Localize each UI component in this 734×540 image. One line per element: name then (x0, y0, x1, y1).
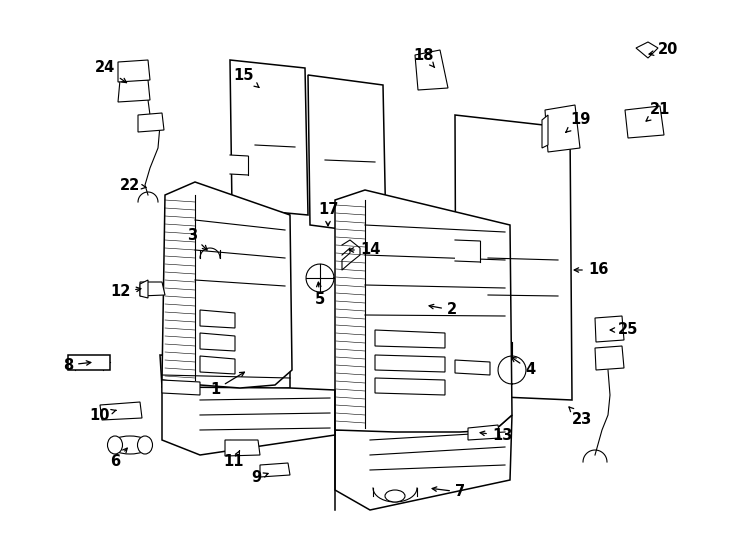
Text: 4: 4 (512, 357, 535, 377)
Ellipse shape (110, 436, 150, 454)
Polygon shape (200, 333, 235, 351)
Text: 8: 8 (63, 357, 91, 373)
Text: 1: 1 (210, 372, 244, 397)
Polygon shape (335, 415, 512, 510)
Polygon shape (335, 190, 512, 432)
Polygon shape (68, 355, 110, 370)
Polygon shape (162, 380, 200, 395)
Polygon shape (162, 387, 335, 455)
Text: 16: 16 (574, 262, 608, 278)
Polygon shape (308, 75, 386, 235)
Text: 21: 21 (646, 103, 670, 121)
Polygon shape (260, 463, 290, 477)
Polygon shape (162, 182, 292, 388)
Text: 10: 10 (90, 408, 116, 422)
Polygon shape (415, 50, 448, 90)
Polygon shape (140, 280, 148, 298)
Text: 22: 22 (120, 178, 146, 192)
Text: 17: 17 (318, 202, 338, 226)
Polygon shape (455, 360, 490, 375)
Polygon shape (545, 105, 580, 152)
Polygon shape (138, 113, 164, 132)
Polygon shape (455, 115, 572, 400)
Text: 12: 12 (110, 285, 141, 300)
Ellipse shape (137, 436, 153, 454)
Polygon shape (118, 80, 150, 102)
Polygon shape (468, 425, 500, 440)
Text: 7: 7 (432, 484, 465, 500)
Polygon shape (595, 346, 624, 370)
Polygon shape (455, 240, 480, 262)
Text: 2: 2 (429, 302, 457, 318)
Polygon shape (225, 440, 260, 456)
Text: 15: 15 (233, 68, 259, 87)
Polygon shape (230, 60, 308, 215)
Polygon shape (100, 402, 142, 420)
Polygon shape (140, 282, 165, 296)
Polygon shape (200, 356, 235, 374)
Text: 20: 20 (649, 43, 678, 57)
Text: 25: 25 (610, 322, 638, 338)
Polygon shape (625, 106, 664, 138)
Polygon shape (160, 355, 290, 390)
Text: 5: 5 (315, 282, 325, 307)
Text: 3: 3 (187, 227, 207, 250)
Ellipse shape (385, 490, 405, 502)
Polygon shape (542, 115, 548, 148)
Text: 18: 18 (414, 48, 435, 68)
Text: 23: 23 (569, 407, 592, 428)
Text: 6: 6 (110, 448, 127, 469)
Polygon shape (595, 316, 624, 342)
Polygon shape (375, 355, 445, 372)
Polygon shape (200, 310, 235, 328)
Polygon shape (636, 42, 658, 58)
Polygon shape (375, 330, 445, 348)
Text: 9: 9 (251, 470, 268, 485)
Text: 19: 19 (566, 112, 590, 132)
Polygon shape (230, 155, 248, 175)
Ellipse shape (107, 436, 123, 454)
Polygon shape (118, 60, 150, 82)
Text: 14: 14 (349, 242, 380, 258)
Text: 24: 24 (95, 60, 126, 83)
Text: 13: 13 (480, 429, 512, 443)
Text: 11: 11 (224, 451, 244, 469)
Polygon shape (375, 378, 445, 395)
